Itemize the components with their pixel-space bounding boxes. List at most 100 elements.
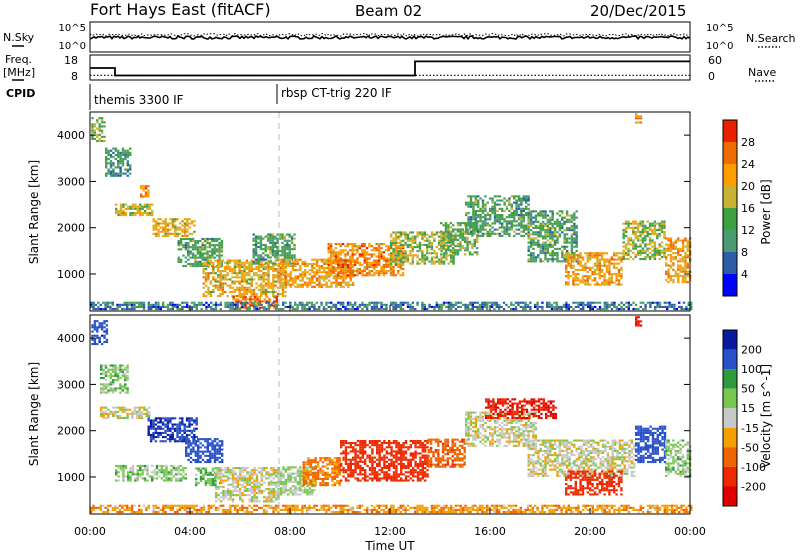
heatmap-cell: [390, 235, 393, 238]
heatmap-cell: [610, 258, 613, 261]
heatmap-cell: [102, 391, 105, 394]
heatmap-cell: [228, 278, 232, 281]
heatmap-cell: [629, 255, 633, 258]
heatmap-cell: [303, 275, 307, 278]
heatmap-cell: [646, 226, 649, 229]
heatmap-cell: [582, 301, 585, 304]
heatmap-cell: [510, 222, 513, 225]
heatmap-cell: [258, 308, 261, 311]
heatmap-cell: [409, 303, 412, 306]
heatmap-cell: [635, 115, 638, 118]
heatmap-cell: [411, 250, 414, 253]
heatmap-cell: [603, 260, 606, 263]
heatmap-cell: [222, 496, 225, 499]
heatmap-cell: [656, 228, 659, 231]
heatmap-cell: [219, 274, 222, 277]
heatmap-cell: [231, 483, 235, 486]
heatmap-cell: [440, 256, 443, 259]
heatmap-cell: [636, 253, 640, 256]
heatmap-cell: [486, 224, 489, 227]
heatmap-cell: [508, 234, 511, 237]
heatmap-cell: [632, 220, 635, 223]
heatmap-cell: [208, 256, 212, 259]
heatmap-cell: [161, 421, 165, 424]
heatmap-cell: [440, 303, 443, 306]
heatmap-cell: [234, 485, 237, 488]
heatmap-cell: [370, 305, 374, 308]
heatmap-cell: [430, 246, 434, 249]
heatmap-cell: [185, 452, 188, 455]
heatmap-cell: [508, 216, 511, 219]
heatmap-cell: [471, 247, 474, 250]
heatmap-cell: [188, 218, 191, 221]
heatmap-cell: [591, 271, 594, 274]
heatmap-cell: [361, 272, 364, 275]
heatmap-cell: [601, 271, 604, 274]
heatmap-cell: [465, 214, 468, 217]
heatmap-cell: [260, 265, 263, 268]
heatmap-cell: [634, 253, 637, 256]
heatmap-cell: [191, 252, 195, 255]
nsky-series: [89, 34, 691, 41]
heatmap-cell: [426, 256, 429, 259]
heatmap-cell: [287, 279, 290, 282]
heatmap-cell: [411, 308, 414, 311]
heatmap-cell: [102, 383, 105, 386]
heatmap-cell: [318, 279, 321, 282]
heatmap-cell: [401, 251, 405, 254]
heatmap-cell: [474, 220, 477, 223]
heatmap-cell: [96, 119, 99, 122]
heatmap-cell: [181, 438, 184, 441]
heatmap-cell: [498, 226, 501, 229]
heatmap-cell: [289, 273, 292, 276]
heatmap-cell: [477, 214, 480, 217]
heatmap-cell: [189, 450, 193, 453]
heatmap-cell: [461, 230, 464, 233]
heatmap-cell: [428, 243, 431, 246]
heatmap-cell: [539, 258, 542, 261]
heatmap-cell: [194, 240, 197, 243]
heatmap-cell: [503, 220, 506, 223]
heatmap-cell: [234, 481, 237, 484]
heatmap-cell: [568, 227, 571, 230]
heatmap-cell: [581, 268, 585, 271]
heatmap-cell: [213, 237, 216, 240]
heatmap-cell: [215, 481, 218, 484]
heatmap-cell: [177, 248, 180, 251]
heatmap-cell: [119, 156, 122, 159]
heatmap-cell: [349, 272, 352, 275]
heatmap-cell: [219, 259, 222, 262]
heatmap-cell: [212, 278, 215, 281]
heatmap-cell: [193, 427, 196, 430]
heatmap-cell: [658, 233, 661, 236]
heatmap-cell: [551, 233, 554, 236]
heatmap-cell: [663, 230, 666, 233]
heatmap-cell: [117, 151, 120, 154]
heatmap-cell: [102, 377, 105, 380]
heatmap-cell: [229, 496, 232, 499]
heatmap-cell: [596, 308, 599, 311]
heatmap-cell: [658, 243, 661, 246]
heatmap-cell: [450, 301, 453, 304]
heatmap-cell: [152, 303, 155, 306]
heatmap-cell: [154, 417, 158, 420]
heatmap-cell: [183, 226, 187, 229]
heatmap-cell: [143, 408, 146, 411]
heatmap-cell: [669, 245, 673, 248]
heatmap-cell: [112, 412, 115, 415]
heatmap-cell: [428, 305, 431, 308]
heatmap-cell: [142, 189, 145, 192]
heatmap-cell: [456, 253, 460, 256]
heatmap-cell: [104, 305, 107, 308]
heatmap-cell: [112, 172, 115, 175]
heatmap-cell: [663, 220, 666, 223]
heatmap-cell: [320, 283, 324, 286]
heatmap-cell: [438, 248, 441, 251]
heatmap-cell: [209, 456, 212, 459]
heatmap-cell: [608, 273, 611, 276]
freq-label-line1: Freq.: [5, 53, 32, 66]
heatmap-cell: [675, 308, 678, 311]
heatmap-cell: [430, 252, 434, 255]
heatmap-cell: [522, 226, 525, 229]
heatmap-cell: [399, 252, 402, 255]
